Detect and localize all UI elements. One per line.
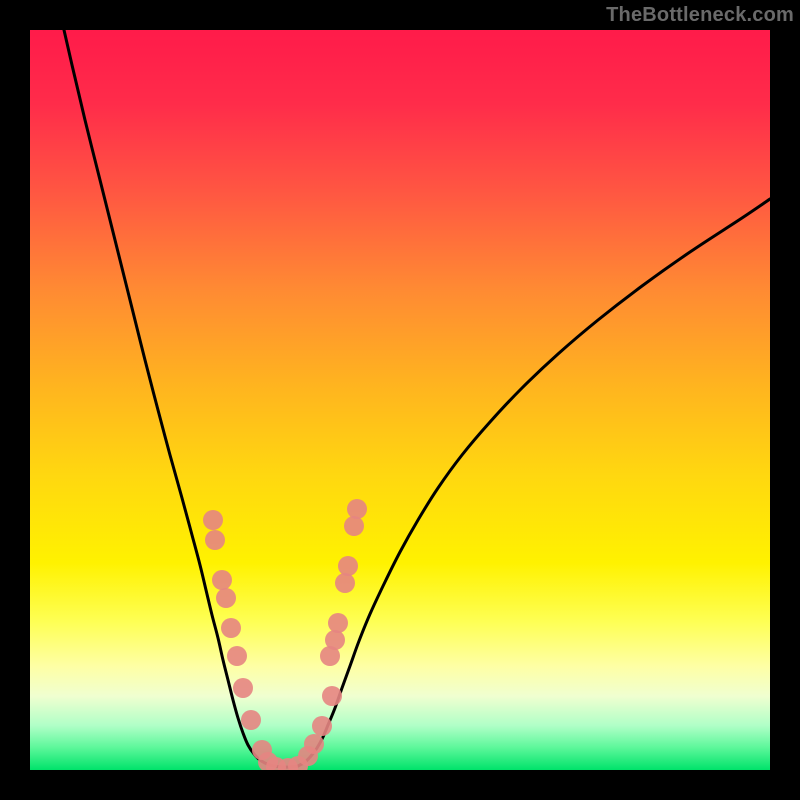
data-marker — [216, 588, 236, 608]
data-marker — [338, 556, 358, 576]
data-marker — [227, 646, 247, 666]
data-marker — [212, 570, 232, 590]
data-marker — [347, 499, 367, 519]
data-marker — [241, 710, 261, 730]
v-curve-right-branch — [298, 199, 770, 766]
data-marker — [344, 516, 364, 536]
marker-cluster-left — [203, 510, 278, 770]
marker-cluster-right — [298, 499, 367, 766]
data-marker — [335, 573, 355, 593]
data-marker — [233, 678, 253, 698]
plot-area — [30, 30, 770, 770]
data-marker — [304, 734, 324, 754]
data-marker — [205, 530, 225, 550]
data-marker — [325, 630, 345, 650]
data-marker — [203, 510, 223, 530]
data-marker — [312, 716, 332, 736]
data-marker — [322, 686, 342, 706]
curve-layer — [30, 30, 770, 770]
chart-frame: TheBottleneck.com — [0, 0, 800, 800]
data-marker — [221, 618, 241, 638]
data-marker — [328, 613, 348, 633]
watermark-text: TheBottleneck.com — [606, 4, 794, 27]
